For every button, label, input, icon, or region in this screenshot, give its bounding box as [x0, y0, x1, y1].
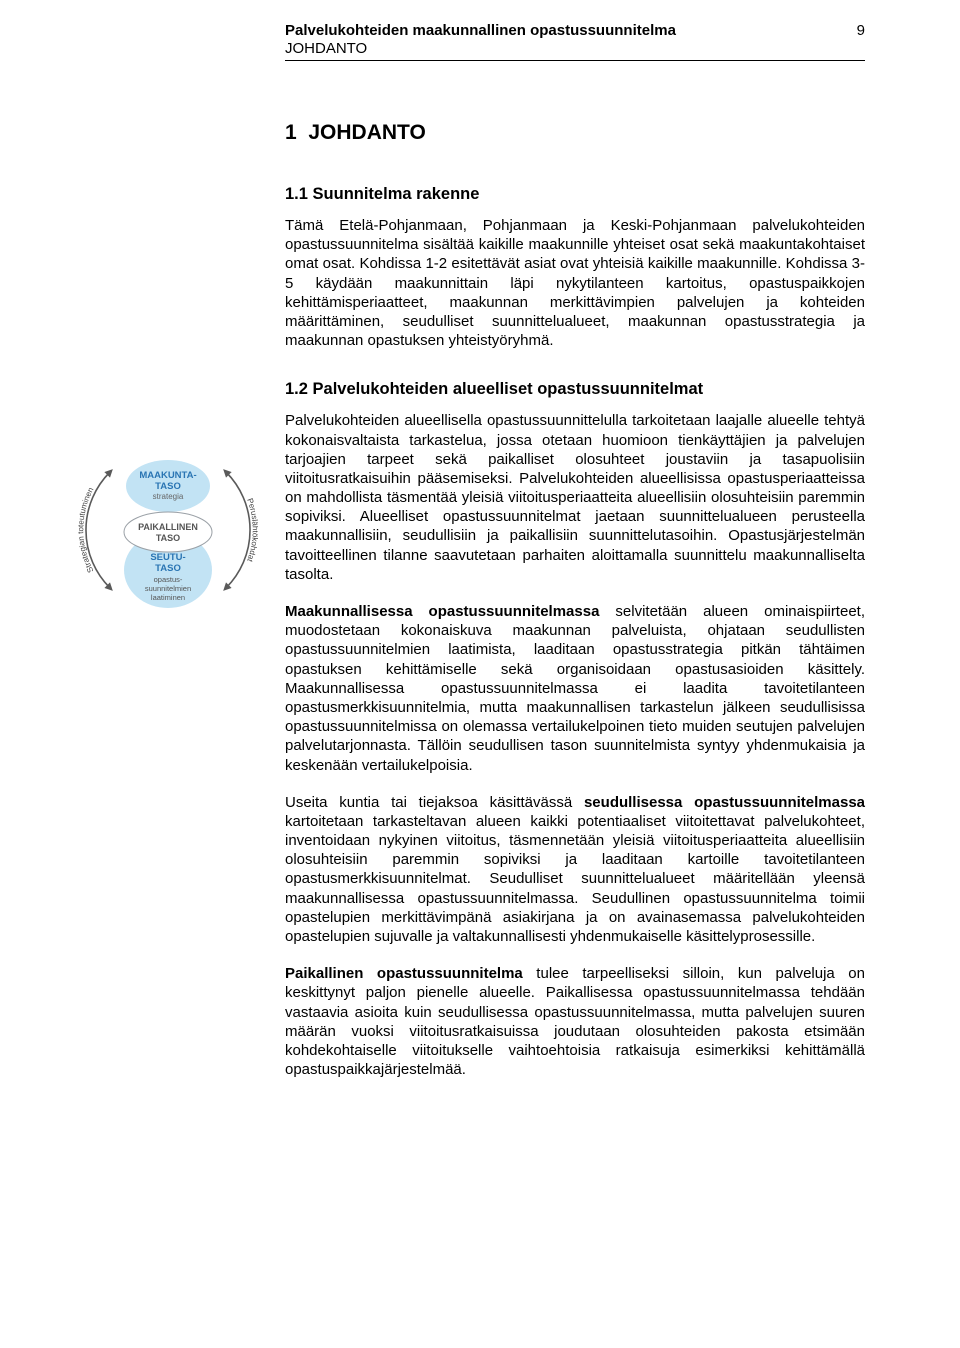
sub1-heading: 1.1 Suunnitelma rakenne: [285, 185, 865, 204]
bot-line5: laatiminen: [151, 593, 185, 602]
mid-line1: PAIKALLINEN: [138, 522, 198, 532]
sub2-p3-a: Useita kuntia tai tiejaksoa käsittävässä: [285, 794, 584, 811]
sub2-p3: Useita kuntia tai tiejaksoa käsittävässä…: [285, 793, 865, 947]
running-title: Palvelukohteiden maakunnallinen opastuss…: [285, 22, 865, 40]
sub1-number: 1.1: [285, 185, 308, 203]
sub2-p3-bold: seudullisessa opastussuunnitelmassa: [584, 794, 865, 811]
sub2-p3-b: kartoitetaan tarkasteltavan alueen kaikk…: [285, 813, 865, 945]
sub2-title: Palvelukohteiden alueelliset opastussuun…: [313, 380, 704, 398]
running-subtitle: JOHDANTO: [285, 40, 865, 58]
sub2-heading: 1.2 Palvelukohteiden alueelliset opastus…: [285, 380, 865, 399]
top-line2: TASO: [155, 481, 181, 492]
bot-line4: suunnitelmien: [145, 584, 191, 593]
top-line1: MAAKUNTA-: [139, 470, 196, 481]
sub1-title: Suunnitelma rakenne: [313, 185, 480, 203]
section-title: JOHDANTO: [308, 121, 425, 144]
bot-line2: TASO: [155, 563, 181, 574]
sub2-p2: Maakunnallisessa opastussuunnitelmassa s…: [285, 602, 865, 775]
sub1-p1: Tämä Etelä-Pohjanmaan, Pohjanmaan ja Kes…: [285, 216, 865, 350]
sub2-p2-rest: selvitetään alueen ominaispiirteet, muod…: [285, 603, 865, 774]
right-arc: [226, 472, 250, 588]
page-number: 9: [857, 22, 865, 39]
sub2-p4: Paikallinen opastussuunnitelma tulee tar…: [285, 964, 865, 1079]
running-head: Palvelukohteiden maakunnallinen opastuss…: [285, 22, 865, 61]
levels-diagram: Strategian toteutuminen Peruslähtökohdat…: [78, 440, 258, 620]
content-column: 1 JOHDANTO 1.1 Suunnitelma rakenne Tämä …: [285, 121, 865, 1079]
section-number: 1: [285, 121, 297, 144]
top-line3: strategia: [153, 492, 184, 501]
sub2-number: 1.2: [285, 380, 308, 398]
mid-ellipse: [124, 512, 212, 552]
header-rule: [285, 60, 865, 61]
page: Palvelukohteiden maakunnallinen opastuss…: [0, 0, 960, 1348]
sub2-p4-bold: Paikallinen opastussuunnitelma: [285, 965, 523, 982]
bot-line3: opastus-: [154, 575, 183, 584]
sub2-p2-bold: Maakunnallisessa opastussuunnitelmassa: [285, 603, 599, 620]
section-heading: 1 JOHDANTO: [285, 121, 865, 145]
mid-line2: TASO: [156, 533, 180, 543]
sub2-p1: Palvelukohteiden alueellisella opastussu…: [285, 411, 865, 584]
bot-line1: SEUTU-: [150, 552, 185, 563]
